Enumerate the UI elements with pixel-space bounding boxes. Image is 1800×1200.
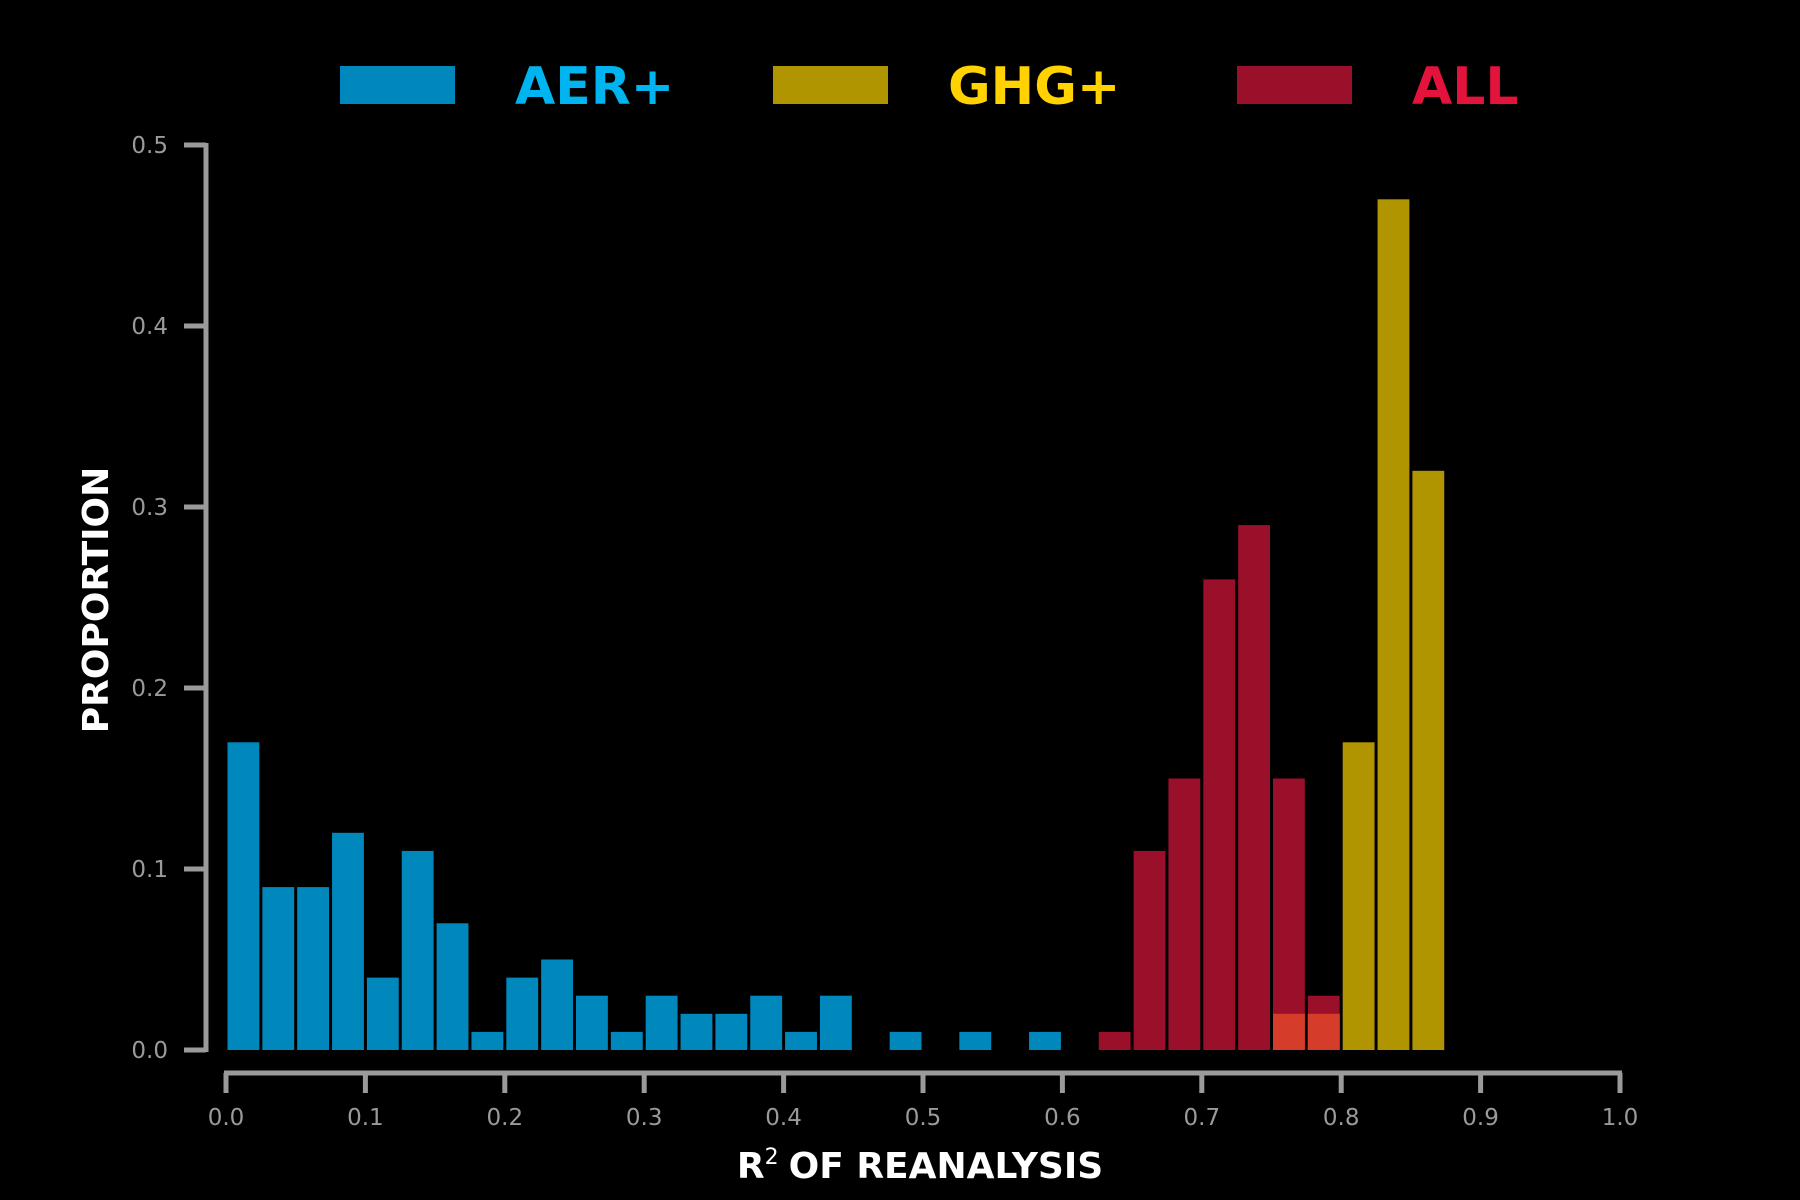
y-tick-label-3: 0.3 [131,495,168,521]
bar-aer-17 [819,995,852,1050]
bar-aer-0 [227,742,260,1050]
y-tick-label-1: 0.1 [131,857,168,883]
bar-aer-12 [645,995,678,1050]
y-axis-title: PROPORTION [76,467,117,733]
x-axis: 0.0 0.1 0.2 0.3 0.4 0.5 0.6 0.7 0.8 0.9 1.0 [208,1070,1639,1131]
x-tick-label-9: 0.9 [1462,1105,1499,1131]
bar-aer-9 [541,959,573,1050]
legend-label-aer: AER+ [515,57,674,117]
bar-aer-13 [680,1013,713,1050]
bar-aer-8 [506,977,539,1050]
x-tick-label-4: 0.4 [765,1105,802,1131]
bar-aer-11 [610,1031,643,1050]
legend-swatch-ghg [773,66,888,104]
legend: AER+ GHG+ ALL [340,57,1519,117]
x-tick-label-10: 1.0 [1602,1105,1639,1131]
bar-aer-6 [436,923,469,1050]
x-tick-label-8: 0.8 [1323,1105,1360,1131]
x-axis-title-superscript: 2 [765,1145,779,1170]
x-tick-label-5: 0.5 [905,1105,942,1131]
bar-all-0 [1098,1031,1131,1050]
bar-aer-3 [332,832,364,1050]
overlap-layer [1273,1013,1340,1050]
bar-aer-2 [297,887,330,1050]
bar-aer-15 [750,995,783,1050]
x-tick-label-7: 0.7 [1184,1105,1221,1131]
bar-aer-20 [1029,1031,1061,1050]
bar-aer-19 [959,1031,992,1050]
x-axis-title-text: OF REANALYSIS [789,1146,1104,1187]
y-tick-label-0: 0.0 [131,1038,168,1064]
bar-aer-14 [715,1013,748,1050]
legend-swatch-aer [340,66,455,104]
bar-all-2 [1168,778,1201,1050]
bar-ghg-2 [1342,742,1375,1050]
legend-label-all: ALL [1412,57,1519,117]
bar-all-3 [1203,579,1236,1050]
legend-item-aer: AER+ [340,57,674,117]
bar-overlap-1 [1307,1013,1340,1050]
y-tick-label-5: 0.5 [131,133,168,159]
y-tick-label-4: 0.4 [131,314,168,340]
legend-item-ghg: GHG+ [773,57,1120,117]
bar-aer-16 [785,1031,817,1050]
bar-all-4 [1238,525,1270,1050]
bar-aer-4 [366,977,399,1050]
x-tick-label-1: 0.1 [347,1105,384,1131]
x-tick-label-2: 0.2 [487,1105,524,1131]
bars-layer [227,199,1445,1051]
bar-all-5 [1273,778,1305,1050]
bar-aer-18 [889,1031,922,1050]
x-axis-title-prefix: R [737,1146,765,1187]
bar-ghg-4 [1412,470,1445,1050]
bar-all-1 [1133,850,1166,1050]
bar-ghg-3 [1377,199,1410,1051]
legend-label-ghg: GHG+ [948,57,1120,117]
bar-aer-7 [471,1031,504,1050]
x-tick-label-6: 0.6 [1044,1105,1081,1131]
bar-overlap-0 [1273,1013,1305,1050]
x-axis-title: R2 OF REANALYSIS [737,1145,1103,1187]
x-tick-label-0: 0.0 [208,1105,245,1131]
bar-aer-1 [262,887,295,1050]
bar-aer-5 [401,850,434,1050]
y-tick-label-2: 0.2 [131,676,168,702]
x-tick-label-3: 0.3 [626,1105,663,1131]
bar-aer-10 [576,995,608,1050]
legend-swatch-all [1237,66,1352,104]
legend-item-all: ALL [1237,57,1519,117]
y-axis: 0.0 0.1 0.2 0.3 0.4 0.5 [131,133,209,1064]
